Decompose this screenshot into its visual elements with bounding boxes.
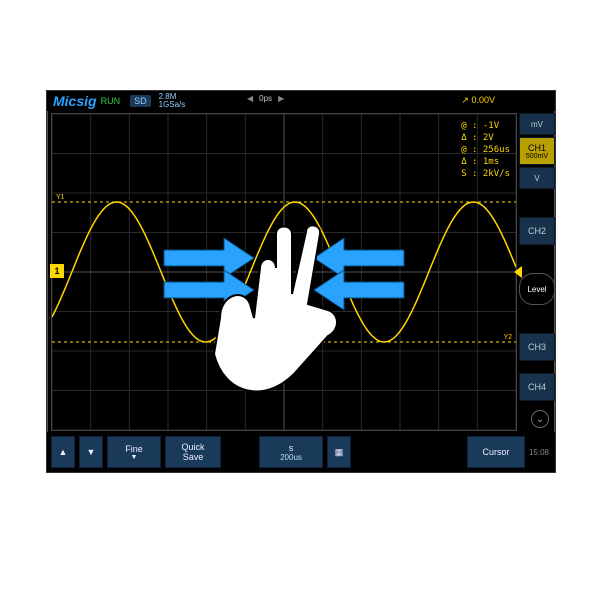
trigger-level: 0.00V bbox=[471, 95, 495, 105]
chevron-left-icon: ◀ bbox=[247, 94, 253, 103]
grid-icon-button[interactable]: ▦ bbox=[327, 436, 351, 468]
nav-up-button[interactable]: ▲ bbox=[51, 436, 75, 468]
y1-cursor-label[interactable]: Y1 bbox=[54, 194, 67, 201]
run-status: RUN bbox=[101, 96, 121, 106]
timebase-value: 200us bbox=[280, 453, 302, 462]
ch3-button[interactable]: CH3 bbox=[519, 333, 555, 361]
channel-sidebar: mV CH1 500mV V CH2 Level CH3 CH4 bbox=[519, 113, 555, 401]
timebase-button[interactable]: s 200us bbox=[259, 436, 323, 468]
readout-slew: S : 2kV/s bbox=[461, 168, 510, 180]
readout-dv: Δ : 2V bbox=[461, 132, 510, 144]
trigger-level-marker[interactable] bbox=[514, 266, 522, 278]
ch4-button[interactable]: CH4 bbox=[519, 373, 555, 401]
level-button[interactable]: Level bbox=[519, 273, 555, 305]
trigger-slope-icon: ↗ bbox=[461, 95, 469, 105]
waveform-plot[interactable]: 1 Y1 Y2 @ : -1V Δ : 2V @ : 256us Δ : 1ms… bbox=[51, 113, 517, 431]
sample-rate: 1GSa/s bbox=[159, 100, 186, 109]
chevron-right-icon: ▶ bbox=[278, 94, 284, 103]
readout-dt: Δ : 1ms bbox=[461, 156, 510, 168]
top-bar: Micsig RUN SD 2.8M 1GSa/s ◀ 0ps ▶ ↗ 0.00… bbox=[47, 91, 555, 111]
measurement-readout: @ : -1V Δ : 2V @ : 256us Δ : 1ms S : 2kV… bbox=[461, 120, 510, 180]
mv-button[interactable]: mV bbox=[519, 113, 555, 135]
readout-v1: @ : -1V bbox=[461, 120, 510, 132]
sd-indicator: SD bbox=[130, 95, 151, 107]
brand-logo: Micsig bbox=[53, 93, 97, 109]
time-position: ◀ 0ps ▶ bbox=[247, 94, 284, 103]
fine-label: Fine bbox=[125, 444, 143, 454]
nav-down-button[interactable]: ▼ bbox=[79, 436, 103, 468]
trigger-readout: ↗ 0.00V bbox=[461, 95, 495, 106]
quick-save-button[interactable]: Quick Save bbox=[165, 436, 221, 468]
ch1-zero-marker: 1 bbox=[50, 264, 64, 278]
plot-svg bbox=[52, 114, 516, 430]
fine-button[interactable]: Fine ▼ bbox=[107, 436, 161, 468]
oscilloscope-screen: Micsig RUN SD 2.8M 1GSa/s ◀ 0ps ▶ ↗ 0.00… bbox=[46, 90, 556, 473]
readout-t1: @ : 256us bbox=[461, 144, 510, 156]
cursor-button[interactable]: Cursor bbox=[467, 436, 525, 468]
sample-info: 2.8M 1GSa/s bbox=[159, 93, 186, 109]
expand-icon[interactable]: ⌄ bbox=[531, 410, 549, 428]
ch1-label: CH1 bbox=[528, 143, 546, 153]
time-pos-value: 0ps bbox=[259, 94, 272, 103]
ch1-scale: 500mV bbox=[526, 153, 548, 160]
bottom-bar: ▲ ▼ Fine ▼ Quick Save s 200us ▦ Cursor 1… bbox=[47, 432, 555, 472]
ch1-button[interactable]: CH1 500mV bbox=[519, 137, 555, 165]
y2-cursor-label[interactable]: Y2 bbox=[501, 334, 514, 341]
ch2-button[interactable]: CH2 bbox=[519, 217, 555, 245]
quicksave-l2: Save bbox=[183, 452, 204, 462]
quicksave-l1: Quick bbox=[181, 442, 204, 452]
s-unit: s bbox=[289, 443, 294, 453]
clock: 15:08 bbox=[529, 448, 549, 457]
v-button[interactable]: V bbox=[519, 167, 555, 189]
